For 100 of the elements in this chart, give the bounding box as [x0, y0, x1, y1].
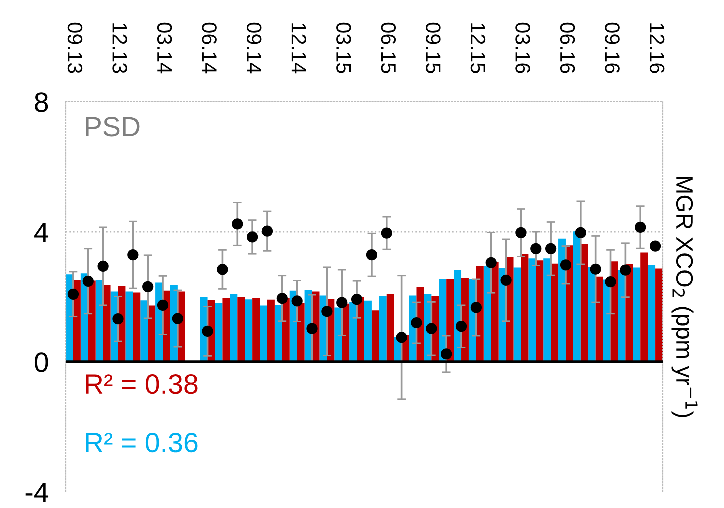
x-tick-label: 09.16: [605, 22, 620, 74]
point: [128, 250, 139, 261]
annotation: R² = 0.36: [86, 432, 198, 453]
annotation: PSD: [86, 117, 140, 137]
point: [500, 274, 512, 286]
bar: [633, 268, 641, 362]
point: [112, 314, 124, 325]
bar: [656, 268, 663, 362]
x-tick-label: 06.14: [202, 22, 217, 74]
point: [172, 313, 184, 324]
bar: [215, 304, 223, 362]
point: [217, 264, 228, 276]
point: [486, 257, 497, 268]
bar: [230, 294, 238, 362]
bar: [372, 310, 380, 362]
point: [441, 348, 452, 360]
bar: [297, 304, 305, 362]
bar: [648, 265, 656, 362]
point: [635, 222, 646, 234]
x-tick-label: 12.14: [292, 24, 306, 74]
bar: [126, 292, 134, 362]
x-tick-label: 09.13: [68, 22, 83, 74]
point: [247, 232, 258, 243]
point: [575, 227, 586, 239]
bar: [521, 254, 529, 362]
point: [396, 332, 408, 344]
bar: [133, 292, 141, 362]
point: [605, 276, 616, 288]
y-tick-label: 4: [34, 222, 49, 242]
point: [516, 227, 527, 239]
point: [276, 293, 288, 304]
bar: [491, 262, 499, 362]
bar: [551, 264, 559, 362]
point: [366, 250, 378, 261]
point: [590, 264, 602, 275]
bar: [334, 308, 342, 362]
bar: [260, 306, 268, 362]
x-tick-label: 03.14: [157, 22, 172, 74]
x-tick-label: 12.13: [112, 24, 128, 74]
bar: [514, 268, 522, 362]
bar: [596, 276, 604, 362]
x-tick-label: 09.15: [426, 22, 441, 74]
point: [620, 264, 632, 276]
x-tick-label: 12.16: [650, 24, 665, 74]
point: [262, 226, 274, 237]
bar: [544, 258, 552, 362]
point: [306, 323, 318, 334]
point: [82, 276, 94, 287]
bar: [267, 300, 275, 362]
point: [292, 296, 303, 307]
point: [322, 306, 333, 318]
point: [232, 218, 244, 230]
point: [470, 302, 482, 314]
bar: [350, 302, 358, 362]
point: [411, 317, 422, 329]
x-tick-label: 03.16: [516, 22, 530, 74]
point: [157, 300, 169, 312]
y-tick-label: -4: [26, 482, 49, 502]
bar: [148, 306, 156, 362]
bar: [566, 246, 574, 362]
x-tick-label: 06.16: [560, 22, 576, 74]
point: [98, 260, 109, 272]
bar: [96, 280, 104, 362]
bar: [386, 294, 394, 362]
point: [530, 243, 542, 254]
bar: [528, 258, 536, 362]
bar: [536, 260, 544, 362]
point: [202, 326, 214, 338]
point: [650, 240, 662, 252]
bar: [238, 297, 246, 362]
point: [142, 281, 154, 292]
bar: [484, 266, 492, 362]
y-tick-label: 0: [34, 352, 48, 372]
bar: [274, 305, 282, 362]
x-tick-label: 06.15: [381, 22, 396, 74]
x-tick-label: 09.14: [246, 22, 262, 74]
bar: [252, 298, 260, 362]
annotation: R² = 0.38: [86, 374, 198, 394]
point: [351, 294, 363, 306]
bar: [222, 298, 230, 362]
point: [560, 260, 572, 271]
x-tick-label: 12.15: [470, 24, 486, 74]
bar: [618, 270, 626, 362]
bar: [580, 244, 588, 362]
point: [426, 323, 438, 334]
bar: [640, 252, 648, 362]
bar: [573, 232, 581, 362]
y-tick-label: 8: [35, 92, 48, 112]
point: [381, 228, 392, 239]
bar: [140, 300, 148, 362]
bar: [379, 296, 387, 362]
point: [68, 288, 80, 300]
bar: [364, 300, 372, 362]
y-axis-title: MGR XCO$_{2}$ (ppm yr$^{−1}$): [672, 176, 698, 418]
x-tick-label: 03.15: [336, 22, 352, 74]
point: [456, 321, 468, 332]
bar: [103, 285, 111, 362]
bar: [558, 238, 566, 362]
bar: [245, 300, 253, 362]
point: [336, 297, 348, 308]
